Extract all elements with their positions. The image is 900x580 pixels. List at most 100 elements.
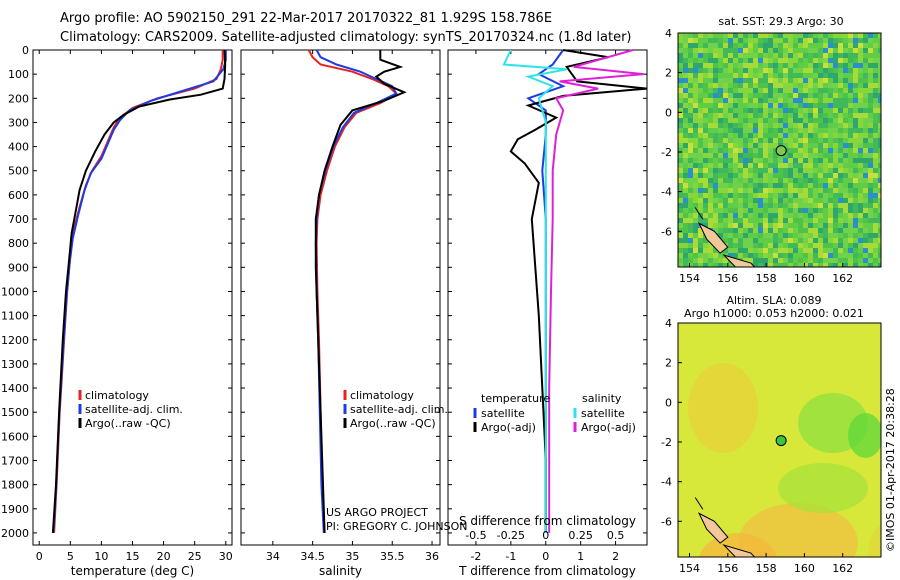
sst-cell xyxy=(778,173,783,178)
sst-cell xyxy=(823,248,828,253)
sst-cell xyxy=(758,78,763,83)
sst-cell xyxy=(833,218,838,223)
sst-cell xyxy=(728,173,733,178)
sst-cell xyxy=(738,198,743,203)
sst-cell xyxy=(878,33,881,38)
sst-cell xyxy=(793,213,798,218)
sst-cell xyxy=(708,223,713,228)
sst-cell xyxy=(813,263,818,267)
sst-cell xyxy=(828,113,833,118)
sst-cell xyxy=(688,123,693,128)
sst-cell xyxy=(783,143,788,148)
sst-cell xyxy=(708,78,713,83)
sst-cell xyxy=(838,263,843,267)
sst-cell xyxy=(763,93,768,98)
legend-label: satellite xyxy=(481,407,525,420)
sst-cell xyxy=(688,213,693,218)
sst-cell xyxy=(858,98,863,103)
sst-cell xyxy=(793,68,798,73)
sst-cell xyxy=(728,203,733,208)
sst-cell xyxy=(788,118,793,123)
sst-cell xyxy=(688,243,693,248)
sst-cell xyxy=(868,58,873,63)
sst-cell xyxy=(683,63,688,68)
sst-cell xyxy=(758,113,763,118)
sst-cell xyxy=(833,258,838,263)
sst-cell xyxy=(713,208,718,213)
sst-cell xyxy=(838,53,843,58)
sst-cell xyxy=(848,138,853,143)
sst-cell xyxy=(803,203,808,208)
sst-cell xyxy=(823,88,828,93)
sst-cell xyxy=(838,128,843,133)
sst-cell xyxy=(708,188,713,193)
sst-cell xyxy=(803,213,808,218)
sst-cell xyxy=(818,218,823,223)
sst-cell xyxy=(818,143,823,148)
sst-cell xyxy=(748,218,753,223)
legend-label: satellite-adj. clim. xyxy=(350,403,448,416)
sst-cell xyxy=(738,143,743,148)
sst-cell xyxy=(748,213,753,218)
sst-cell xyxy=(808,223,813,228)
sst-cell xyxy=(723,108,728,113)
sst-cell xyxy=(678,93,683,98)
sst-cell xyxy=(718,43,723,48)
sst-cell xyxy=(678,113,683,118)
sst-cell xyxy=(878,218,881,223)
sst-cell xyxy=(823,263,828,267)
sst-cell xyxy=(733,98,738,103)
sst-cell xyxy=(783,248,788,253)
sst-cell xyxy=(783,53,788,58)
sst-cell xyxy=(808,153,813,158)
sst-cell xyxy=(858,163,863,168)
sst-cell xyxy=(753,263,758,267)
sst-cell xyxy=(808,193,813,198)
sst-cell xyxy=(863,168,868,173)
sst-cell xyxy=(848,33,853,38)
sst-cell xyxy=(713,158,718,163)
sst-cell xyxy=(758,128,763,133)
sst-cell xyxy=(768,38,773,43)
sst-cell xyxy=(733,93,738,98)
sst-cell xyxy=(838,198,843,203)
sst-cell xyxy=(778,258,783,263)
sst-cell xyxy=(828,198,833,203)
sst-cell xyxy=(878,253,881,258)
sst-cell xyxy=(858,253,863,258)
sst-cell xyxy=(708,118,713,123)
sst-cell xyxy=(808,93,813,98)
sst-cell xyxy=(778,48,783,53)
series-line-argo-raw-qc- xyxy=(51,49,227,533)
sst-cell xyxy=(728,133,733,138)
sst-cell xyxy=(723,53,728,58)
sst-cell xyxy=(733,198,738,203)
sst-cell xyxy=(873,213,878,218)
sst-cell xyxy=(773,73,778,78)
sst-cell xyxy=(813,168,818,173)
sst-cell xyxy=(768,238,773,243)
sst-cell xyxy=(773,258,778,263)
sst-cell xyxy=(818,158,823,163)
sst-cell xyxy=(783,68,788,73)
sst-cell xyxy=(878,248,881,253)
sst-cell xyxy=(848,68,853,73)
sst-cell xyxy=(683,88,688,93)
sst-cell xyxy=(693,213,698,218)
sst-cell xyxy=(788,38,793,43)
sst-cell xyxy=(688,253,693,258)
sst-cell xyxy=(688,178,693,183)
sst-cell xyxy=(698,253,703,258)
sst-cell xyxy=(843,118,848,123)
sst-cell xyxy=(733,63,738,68)
sst-cell xyxy=(758,143,763,148)
sst-cell xyxy=(738,118,743,123)
sst-cell xyxy=(788,48,793,53)
sst-cell xyxy=(783,218,788,223)
x-tick-label: 34 xyxy=(266,550,280,563)
sst-cell xyxy=(703,168,708,173)
sst-cell xyxy=(868,203,873,208)
sst-cell xyxy=(708,68,713,73)
sst-cell xyxy=(853,88,858,93)
sst-cell xyxy=(858,38,863,43)
